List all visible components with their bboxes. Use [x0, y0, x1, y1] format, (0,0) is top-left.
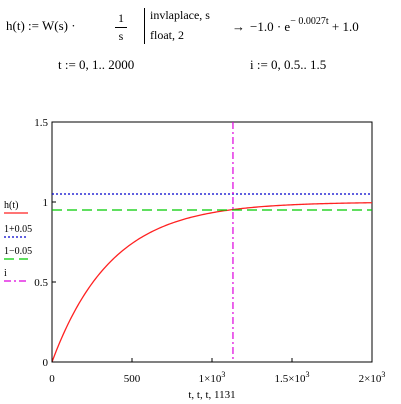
- x-tick-label: 2×103: [359, 370, 386, 385]
- legend-label-2: 1−0.05: [4, 246, 32, 257]
- x-tick-label: 1×103: [199, 370, 226, 385]
- result-exponent: − 0.0027t: [290, 16, 329, 27]
- range-i: i := 0, 0.5.. 1.5: [250, 57, 327, 72]
- y-tick-label: 1.5: [34, 117, 48, 129]
- x-axis-label: t, t, t, 1131: [188, 389, 235, 401]
- y-tick-label: 0: [43, 357, 49, 369]
- legend-label-3: i: [4, 268, 7, 279]
- series-h-curve: [51, 202, 373, 363]
- fraction-bar: [115, 27, 127, 28]
- formula-area: h(t) := W(s) · 1 s invlaplace, s float, …: [0, 0, 401, 110]
- y-tick-label: 1: [43, 197, 49, 209]
- formula-lhs: h(t) := W(s) ·: [6, 18, 76, 33]
- legend-label-1: 1+0.05: [4, 224, 32, 235]
- legend-label-0: h(t): [4, 200, 18, 211]
- range-t: t := 0, 1.. 2000: [58, 57, 135, 72]
- x-tick-label: 500: [124, 373, 141, 385]
- formula-result: −1.0 · e− 0.0027t + 1.0: [250, 17, 359, 34]
- y-tick-label: 0.5: [34, 277, 48, 289]
- symbolic-arrow: →: [232, 19, 245, 34]
- result-tail: + 1.0: [331, 19, 359, 34]
- fraction-denominator: s: [118, 29, 124, 43]
- plot-frame: [51, 121, 373, 363]
- result-base: −1.0 · e: [250, 19, 291, 34]
- fraction-numerator: 1: [118, 11, 124, 25]
- x-tick-label: 1.5×103: [275, 370, 310, 385]
- fraction-1-over-s: 1 s: [115, 11, 127, 44]
- x-tick-label: 0: [49, 373, 55, 385]
- operator-invlaplace: invlaplace, s: [150, 8, 210, 22]
- operator-float: float, 2: [150, 28, 184, 42]
- symbolic-operator-bar: [144, 8, 145, 44]
